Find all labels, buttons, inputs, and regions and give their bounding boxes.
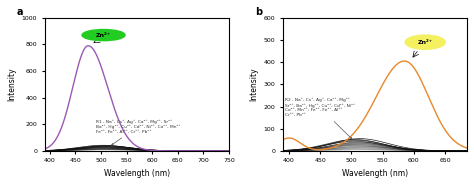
Y-axis label: Intensity: Intensity [249,68,258,101]
Circle shape [82,29,125,41]
Y-axis label: Intensity: Intensity [7,68,16,101]
X-axis label: Wavelength (nm): Wavelength (nm) [104,169,170,178]
Circle shape [405,35,445,49]
Text: a: a [17,7,24,17]
Text: Zn²⁺: Zn²⁺ [96,33,111,38]
Text: b: b [255,7,262,17]
Text: R2 , Na⁺, Cs⁺, Ag⁺, Ca²⁺, Mg²⁺
Sr²⁺, Ba²⁺, Hg²⁺, Cu²⁺, Cd²⁺, Ni²⁺
Co²⁺, Mn²⁺, Fe: R2 , Na⁺, Cs⁺, Ag⁺, Ca²⁺, Mg²⁺ Sr²⁺, Ba²… [284,98,355,139]
X-axis label: Wavelength (nm): Wavelength (nm) [342,169,408,178]
Text: R1 , Na⁺, Cs⁺, Ag⁺, Ca²⁺, Mg²⁺, Sr²⁺
Ba²⁺, Hg²⁺, Cu²⁺, Cd²⁺, Ni²⁺, Co²⁺, Mn²⁺
Fe: R1 , Na⁺, Cs⁺, Ag⁺, Ca²⁺, Mg²⁺, Sr²⁺ Ba²… [96,119,180,145]
Text: Zn²⁺: Zn²⁺ [418,40,433,45]
